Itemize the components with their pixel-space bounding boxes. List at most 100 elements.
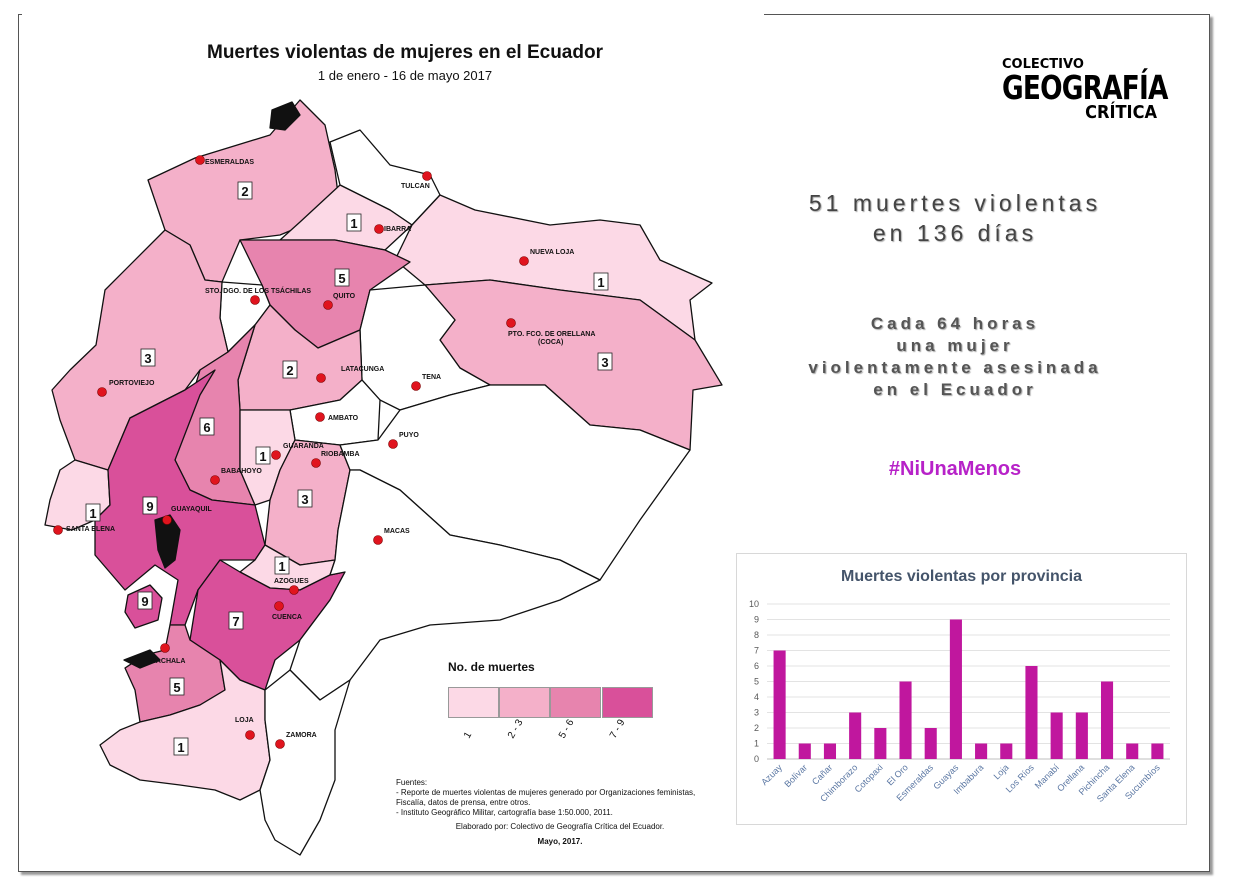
chart-ytick-label: 0 xyxy=(754,754,759,764)
city-label: PUYO xyxy=(399,432,419,439)
city-label: STO. DGO. DE LOS TSÁCHILAS xyxy=(205,286,311,295)
province-count-box xyxy=(169,677,185,696)
city-dot xyxy=(323,300,333,310)
province-guayas xyxy=(94,369,266,626)
message-line2: una mujer xyxy=(896,336,1014,355)
headline-line2: en 136 días xyxy=(872,220,1038,246)
city-dot xyxy=(374,224,384,234)
city-label: PTO. FCO. DE ORELLANA xyxy=(508,331,595,338)
province-count-label: 1 xyxy=(89,506,96,521)
city-label: IBARRA xyxy=(384,226,411,233)
chart-bar-imbabura xyxy=(975,743,988,759)
city-label: CUENCA xyxy=(272,614,302,621)
province-count-box xyxy=(237,181,253,200)
legend-swatch-5-6 xyxy=(550,687,601,718)
message-line4: en el Ecuador xyxy=(873,380,1037,399)
city-dot xyxy=(388,439,398,449)
sources-block: Fuentes: - Reporte de muertes violentas … xyxy=(396,778,716,818)
province-count-label: 1 xyxy=(259,449,266,464)
province-count-box xyxy=(142,496,158,515)
province-count-label: 2 xyxy=(286,363,293,378)
legend-title: No. de muertes xyxy=(448,660,535,674)
chart-ytick-label: 3 xyxy=(754,708,759,718)
chart-bar-cotopaxi xyxy=(874,728,887,759)
city-label: TENA xyxy=(422,374,441,381)
city-label: MACAS xyxy=(384,528,410,535)
chart-bar-el-oro xyxy=(899,681,912,759)
city-label: QUITO xyxy=(333,293,356,300)
logo-line2: GEOGRAFÍA xyxy=(1002,68,1168,107)
city-dot xyxy=(422,171,432,181)
map-title: Muertes violentas de mujeres en el Ecuad… xyxy=(207,42,603,63)
city-dot xyxy=(373,535,383,545)
city-label: PORTOVIEJO xyxy=(109,380,155,387)
legend-swatch-1 xyxy=(448,687,499,718)
city-label: SANTA ELENA xyxy=(66,526,115,533)
chart-bar-santa-elena xyxy=(1126,743,1139,759)
city-dot xyxy=(53,525,63,535)
chart-bar-orellana xyxy=(1075,712,1088,759)
chart-xtick-label: Loja xyxy=(992,762,1011,781)
province-count-label: 3 xyxy=(301,492,308,507)
date-text: Mayo, 2017. xyxy=(537,837,583,846)
province-count-box xyxy=(297,489,313,508)
province-count-label: 5 xyxy=(338,271,345,286)
chart-ytick-label: 2 xyxy=(754,723,759,733)
city-label: ZAMORA xyxy=(286,732,317,739)
province-count-label: 9 xyxy=(146,499,153,514)
chart-bar-sucumb-os xyxy=(1151,743,1164,759)
province-count-box xyxy=(282,360,298,379)
bar-chart: Muertes violentas por provincia 0 1 2 3 4 5 6 7… xyxy=(736,553,1187,825)
city-dot xyxy=(210,475,220,485)
city-dot xyxy=(162,515,172,525)
city-dot xyxy=(274,601,284,611)
city-dot xyxy=(195,155,205,165)
province-count-label: 1 xyxy=(177,740,184,755)
province-count-box xyxy=(274,556,290,575)
city-label: BABAHOYO xyxy=(221,468,262,475)
headline-line1: 51 muertes violentas xyxy=(808,190,1102,216)
colectivo-logo: COLECTIVO GEOGRAFÍA CRÍTICA xyxy=(1002,58,1209,122)
city-dot xyxy=(411,381,421,391)
city-label: NUEVA LOJA xyxy=(530,249,574,256)
jambeli-islands xyxy=(123,649,161,669)
province-count-label: 6 xyxy=(203,420,210,435)
city-label: GUAYAQUIL xyxy=(171,506,212,513)
city-label: ESMERALDAS xyxy=(205,159,254,166)
province-morona xyxy=(289,469,601,701)
province-count-box xyxy=(137,591,153,610)
chart-ytick-label: 4 xyxy=(754,692,759,702)
chart-ytick-label: 9 xyxy=(754,615,759,625)
city-dot xyxy=(97,387,107,397)
city-dot xyxy=(160,643,170,653)
hashtag: #NiUnaMenos xyxy=(888,458,1022,480)
city-label: LOJA xyxy=(235,717,254,724)
city-dot xyxy=(289,585,299,595)
province-count-label: 3 xyxy=(144,351,151,366)
chart-bar-pichincha xyxy=(1100,681,1114,759)
chart-bar-chimborazo xyxy=(849,712,862,759)
chart-bar-los-r-os xyxy=(1025,666,1038,759)
city-label: MACHALA xyxy=(150,658,185,665)
province-count-label: 9 xyxy=(141,594,148,609)
chart-bar-loja xyxy=(1000,743,1013,759)
city-dot xyxy=(245,730,255,740)
city-label: TULCAN xyxy=(401,183,430,190)
province-count-box xyxy=(597,352,613,371)
logo-line3: CRÍTICA xyxy=(1085,102,1157,123)
city-label: GUARANDA xyxy=(283,443,324,450)
province-count-box xyxy=(593,272,609,291)
province-zamora xyxy=(259,669,351,856)
message-line3: violentamente asesinada xyxy=(808,358,1102,377)
city-label: AZOGUES xyxy=(274,578,309,585)
chart-bar-esmeraldas xyxy=(924,728,937,759)
province-count-label: 5 xyxy=(173,680,180,695)
chart-bar-ca-ar xyxy=(823,743,837,759)
credit-text: Elaborado por: Colectivo de Geografía Cr… xyxy=(455,822,665,831)
city-dot xyxy=(311,458,321,468)
chart-ytick-label: 5 xyxy=(754,677,759,687)
city-dot xyxy=(315,412,325,422)
province-count-box xyxy=(140,348,156,367)
province-count-label: 1 xyxy=(278,559,285,574)
